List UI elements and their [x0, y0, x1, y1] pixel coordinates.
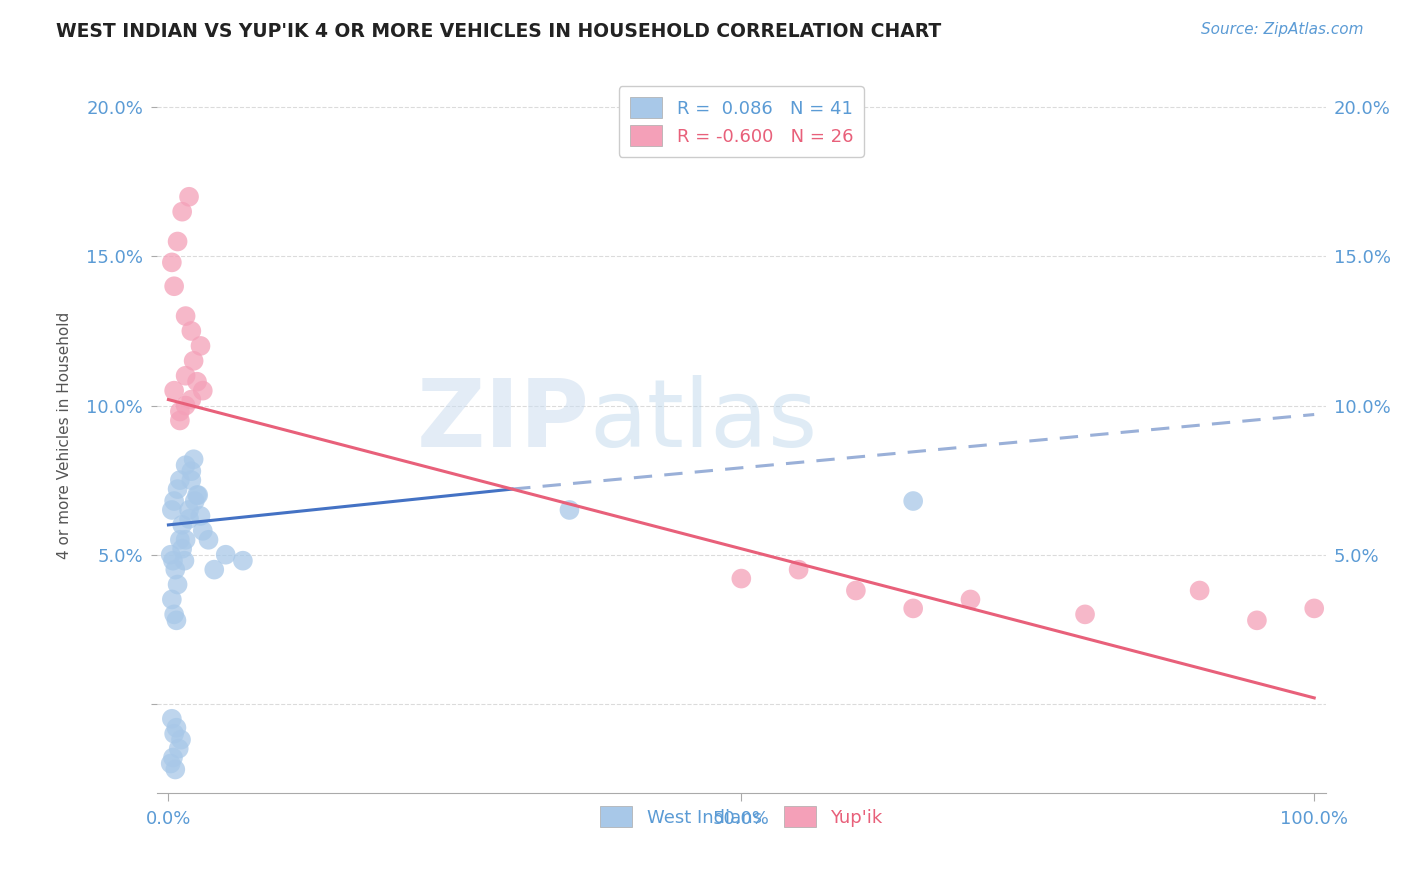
Point	[174, 458, 197, 473]
Point	[166, 235, 188, 249]
Point	[169, 533, 191, 547]
Point	[1074, 607, 1097, 622]
Point	[180, 392, 202, 407]
Point	[558, 503, 581, 517]
Point	[1303, 601, 1326, 615]
Point	[901, 601, 924, 615]
Point	[172, 517, 194, 532]
Point	[166, 482, 188, 496]
Point	[177, 503, 200, 517]
Point	[172, 204, 194, 219]
Point	[190, 339, 212, 353]
Point	[162, 750, 184, 764]
Point	[174, 533, 197, 547]
Point	[202, 563, 225, 577]
Text: Source: ZipAtlas.com: Source: ZipAtlas.com	[1201, 22, 1364, 37]
Point	[170, 732, 193, 747]
Point	[959, 592, 981, 607]
Point	[165, 563, 187, 577]
Point	[169, 413, 191, 427]
Point	[180, 464, 202, 478]
Point	[232, 554, 254, 568]
Point	[172, 541, 194, 556]
Point	[186, 488, 208, 502]
Point	[191, 524, 214, 538]
Point	[165, 763, 187, 777]
Point	[163, 279, 186, 293]
Point	[159, 548, 181, 562]
Point	[177, 512, 200, 526]
Point	[845, 583, 868, 598]
Point	[162, 554, 184, 568]
Text: ZIP: ZIP	[416, 375, 589, 467]
Point	[163, 727, 186, 741]
Point	[160, 503, 183, 517]
Point	[1246, 613, 1268, 627]
Point	[183, 354, 205, 368]
Point	[180, 324, 202, 338]
Legend: West Indians, Yup'ik: West Indians, Yup'ik	[593, 799, 890, 834]
Point	[160, 255, 183, 269]
Point	[169, 404, 191, 418]
Point	[180, 473, 202, 487]
Point	[163, 384, 186, 398]
Point	[174, 399, 197, 413]
Point	[191, 384, 214, 398]
Point	[163, 494, 186, 508]
Point	[215, 548, 238, 562]
Text: atlas: atlas	[589, 375, 818, 467]
Point	[165, 721, 187, 735]
Point	[190, 508, 212, 523]
Point	[1188, 583, 1211, 598]
Point	[165, 613, 187, 627]
Text: WEST INDIAN VS YUP'IK 4 OR MORE VEHICLES IN HOUSEHOLD CORRELATION CHART: WEST INDIAN VS YUP'IK 4 OR MORE VEHICLES…	[56, 22, 942, 41]
Point	[167, 741, 190, 756]
Point	[183, 452, 205, 467]
Point	[163, 607, 186, 622]
Point	[160, 712, 183, 726]
Point	[197, 533, 219, 547]
Y-axis label: 4 or more Vehicles in Household: 4 or more Vehicles in Household	[58, 312, 72, 559]
Point	[177, 190, 200, 204]
Point	[166, 577, 188, 591]
Point	[160, 592, 183, 607]
Point	[174, 368, 197, 383]
Point	[186, 375, 208, 389]
Point	[787, 563, 810, 577]
Point	[159, 756, 181, 771]
Point	[174, 309, 197, 323]
Point	[173, 554, 195, 568]
Point	[730, 572, 752, 586]
Point	[169, 473, 191, 487]
Point	[901, 494, 924, 508]
Point	[187, 488, 209, 502]
Point	[184, 494, 207, 508]
